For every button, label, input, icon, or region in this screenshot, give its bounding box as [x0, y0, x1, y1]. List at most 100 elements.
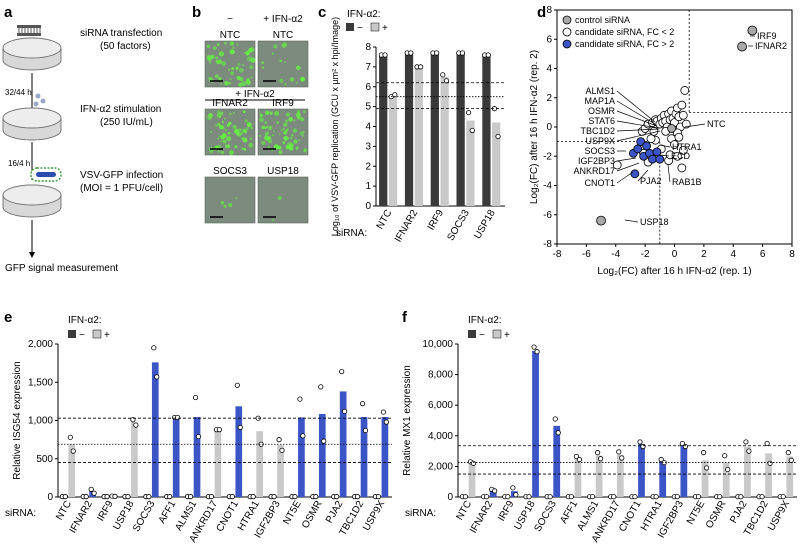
- legend-c-title: IFN-α2:: [347, 9, 381, 20]
- gfp-signal-dot: [267, 146, 270, 149]
- micrograph-tile-5: [257, 176, 309, 224]
- e-point-pos: [297, 396, 303, 402]
- gfp-signal-dot: [228, 202, 233, 208]
- d-annotation-label: USP9X: [585, 136, 615, 146]
- gfp-signal-dot: [285, 128, 289, 132]
- e-point-pos: [380, 409, 387, 415]
- gfp-signal-dot: [241, 133, 243, 135]
- d-y-tick-label: -4: [543, 181, 552, 192]
- f-point-pos: [619, 455, 625, 461]
- e-point-pos: [70, 448, 76, 454]
- f-point-neg: [717, 494, 723, 500]
- legend-f-swatch-neg: [468, 330, 476, 338]
- c-y-tick-label: 3: [365, 141, 371, 152]
- panel-f-chart: IFN-α2: − + 0 2,000 4,000 6,000 8,000 10,000 N…: [402, 315, 797, 544]
- f-x-tick-label: AFF1: [558, 499, 580, 526]
- f-point-pos: [510, 485, 516, 491]
- e-point-pos: [151, 345, 157, 351]
- gfp-signal-dot: [259, 114, 263, 117]
- gfp-signal-dot: [228, 81, 232, 85]
- c-bar-pos-USP18: [492, 122, 501, 206]
- panel-label-c: c: [318, 4, 326, 21]
- gfp-signal-dot: [229, 49, 235, 55]
- d-annotation-leader: [659, 144, 671, 148]
- gfp-signal-dot: [289, 143, 294, 148]
- d-point-fc-high: [648, 154, 657, 164]
- c-y-tick-label: 8: [365, 42, 371, 53]
- d-annotation-label: IRF9: [757, 31, 777, 41]
- f-x-tick-label: NT5E: [685, 499, 707, 527]
- gfp-signal-dot: [278, 150, 283, 155]
- panel-e-chart: IFN-α2: − + 05001,0001,5002,000NTCIFNAR2…: [5, 315, 392, 544]
- e-point-neg: [125, 494, 131, 500]
- gfp-signal-dot: [229, 78, 232, 81]
- f-bar-pos-OSMR: [722, 462, 730, 497]
- f-y-tick-label: 8,000: [428, 370, 453, 381]
- gfp-signal-dot: [271, 52, 274, 55]
- d-annotation-leader: [684, 123, 706, 128]
- f-bar-pos-PJA2: [744, 446, 751, 497]
- e-point-pos: [112, 493, 118, 499]
- e-point-neg: [104, 494, 110, 500]
- gfp-signal-dot: [272, 219, 274, 221]
- gfp-signal-dot: [261, 140, 266, 145]
- e-point-neg: [146, 494, 152, 500]
- e-point-pos: [383, 419, 389, 425]
- gfp-signal-dot: [302, 109, 306, 114]
- gfp-signal-dot: [217, 150, 221, 153]
- e-point-pos: [234, 382, 240, 388]
- f-point-pos: [531, 344, 537, 350]
- f-bar-pos-NT5E: [701, 460, 709, 497]
- gfp-signal-dot: [242, 110, 246, 113]
- f-point-pos: [679, 440, 685, 447]
- f-point-pos: [552, 416, 558, 422]
- gfp-signal-dot: [220, 150, 224, 155]
- gfp-signal-dot: [273, 144, 279, 150]
- gfp-signal-dot: [289, 146, 294, 151]
- legend-d-control-marker: [562, 15, 572, 25]
- gfp-signal-dot: [303, 149, 307, 153]
- workflow-step-1-detail: (50 factors): [100, 41, 151, 52]
- gfp-signal-dot: [293, 139, 298, 144]
- e-point-pos: [133, 422, 139, 428]
- c-bar-neg-SOCS3: [456, 52, 465, 207]
- d-y-tick-label: 8: [546, 5, 552, 16]
- f-point-neg: [462, 494, 469, 500]
- f-point-pos: [492, 488, 498, 494]
- f-point-pos: [658, 456, 664, 463]
- d-point-fc-high: [636, 137, 646, 147]
- d-annotation-label: HTRA1: [672, 142, 702, 152]
- gfp-signal-dot: [227, 131, 231, 135]
- f-x-label: siRNA:: [405, 508, 436, 519]
- gfp-signal-dot: [223, 204, 227, 208]
- f-x-tick-label: NTC: [454, 499, 474, 522]
- gfp-signal-dot: [244, 119, 248, 123]
- arrow-down-icon: [29, 252, 35, 258]
- e-point-neg: [167, 494, 173, 500]
- legend-c-swatch-pos: [370, 22, 380, 32]
- f-bar-pos-IGF2BP3: [680, 444, 688, 497]
- gfp-signal-dot: [216, 43, 220, 46]
- gfp-signal-dot: [232, 124, 237, 129]
- gfp-signal-dot: [250, 126, 253, 130]
- e-point-pos: [216, 427, 222, 433]
- ifn-droplets-icon: [33, 93, 46, 107]
- gfp-signal-dot: [301, 134, 304, 137]
- gfp-signal-dot: [207, 57, 212, 62]
- e-point-pos: [359, 401, 366, 407]
- c-y-tick-label: 5: [365, 102, 371, 113]
- f-point-neg: [568, 494, 574, 500]
- f-bar-pos-SOCS3: [553, 425, 561, 497]
- workflow-step-3: VSV-GFP infection: [80, 170, 163, 181]
- gfp-signal-dot: [250, 76, 253, 79]
- f-point-pos: [595, 450, 601, 456]
- c-point-pos: [440, 72, 446, 78]
- legend-e-swatch-neg: [68, 330, 76, 338]
- culture-dish-icon-3: [2, 184, 62, 218]
- gfp-signal-dot: [277, 145, 282, 150]
- d-x-tick-label: -8: [553, 249, 562, 260]
- gfp-signal-dot: [259, 134, 262, 137]
- micrograph-label-1: NTC: [273, 30, 294, 41]
- f-y-tick-label: 0: [447, 492, 453, 503]
- c-bar-neg-IRF9: [430, 52, 439, 207]
